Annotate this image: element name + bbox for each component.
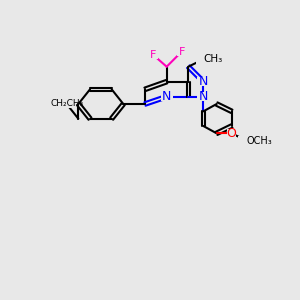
Bar bbox=[227, 129, 236, 137]
Bar bbox=[196, 55, 211, 64]
Bar bbox=[197, 77, 209, 86]
Text: OCH₃: OCH₃ bbox=[247, 136, 272, 146]
Text: N: N bbox=[199, 75, 208, 88]
Bar bbox=[149, 51, 158, 59]
Text: CH₂CH₃: CH₂CH₃ bbox=[50, 100, 83, 109]
Bar bbox=[58, 100, 75, 108]
Bar bbox=[178, 47, 186, 56]
Text: CH₃: CH₃ bbox=[203, 54, 223, 64]
Text: N: N bbox=[162, 90, 171, 103]
Text: F: F bbox=[178, 47, 185, 57]
Bar bbox=[161, 92, 173, 101]
Text: F: F bbox=[150, 50, 157, 60]
Text: N: N bbox=[199, 90, 208, 103]
Bar bbox=[197, 92, 209, 101]
Bar bbox=[238, 136, 255, 145]
Text: O: O bbox=[227, 127, 237, 140]
